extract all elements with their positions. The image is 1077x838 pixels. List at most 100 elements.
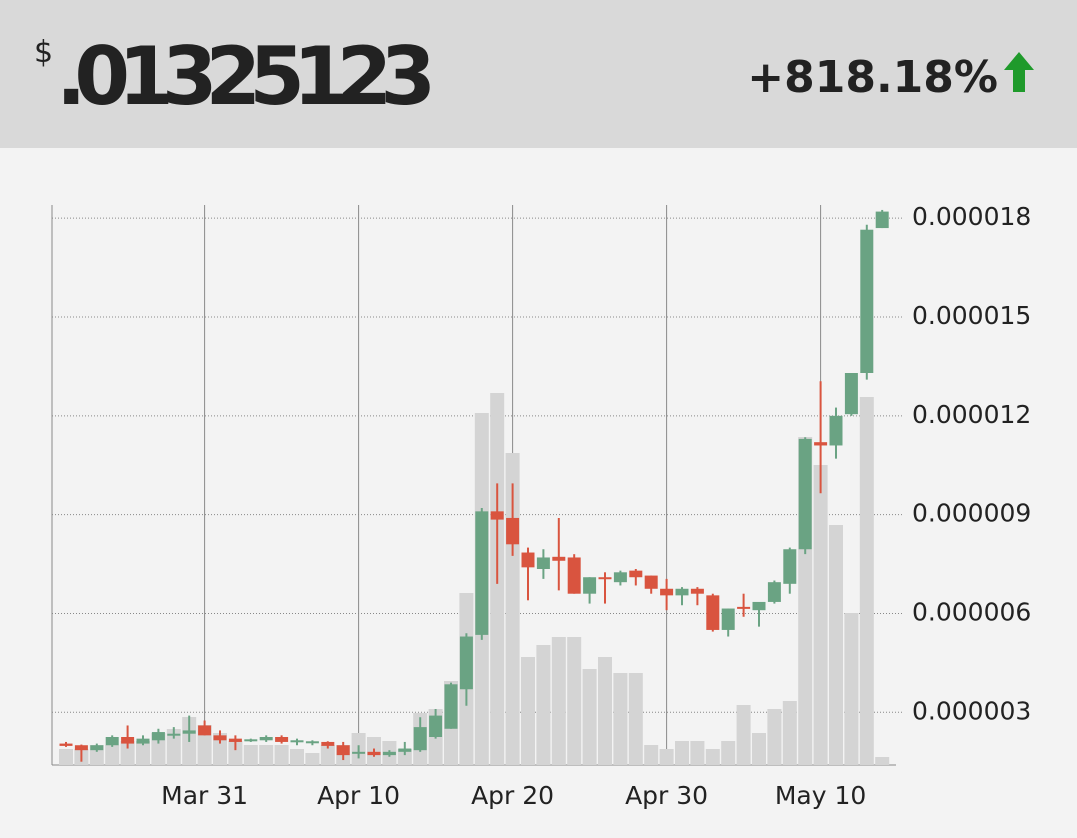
candle-body (844, 373, 858, 415)
candle-body (475, 511, 489, 635)
candle-body (613, 572, 627, 583)
candle-body (506, 517, 520, 545)
candle-body (398, 748, 412, 752)
candle-body (198, 725, 212, 736)
candle-body (121, 737, 135, 744)
x-tick-label: Apr 10 (317, 781, 400, 810)
currency: $ (34, 35, 53, 70)
candle-body (567, 557, 581, 594)
volume-bar (875, 757, 890, 765)
change: +818.18% (747, 52, 998, 103)
volume-bar (859, 397, 874, 765)
volume-bar (613, 673, 628, 765)
x-tick-label: Apr 30 (625, 781, 708, 810)
volume-bar (259, 745, 274, 765)
volume-bar (844, 613, 859, 765)
volume-bar (551, 637, 566, 765)
volume-bar (521, 657, 535, 765)
candle-body (814, 442, 828, 446)
candle-body (275, 737, 289, 742)
x-tick-label: Mar 31 (161, 781, 248, 810)
candle-body (629, 570, 643, 578)
candle-body (167, 733, 181, 736)
candle-body (752, 601, 766, 611)
candle-body (259, 737, 273, 741)
candle-body (336, 745, 350, 756)
volume-bar (243, 745, 258, 765)
candle-body (367, 751, 381, 756)
volume-bar (829, 525, 843, 765)
volume-bar (120, 741, 135, 765)
volume-bar (782, 701, 797, 765)
volume-bar (228, 741, 243, 765)
candle-body (305, 741, 319, 744)
y-tick-label: 0.000018 (912, 202, 1031, 231)
volume-bar (320, 745, 335, 765)
candle-body (444, 684, 458, 729)
volume-bar (305, 753, 320, 765)
candle-body (783, 549, 797, 584)
y-tick-label: 0.000012 (912, 400, 1031, 429)
candle-body (660, 588, 674, 596)
candle-body (59, 743, 73, 746)
y-tick-label: 0.000003 (912, 696, 1031, 725)
candle-body (536, 557, 550, 569)
candle-body (182, 730, 196, 734)
volume-bar (752, 733, 766, 765)
volume-bar (59, 749, 73, 765)
volume-bar (105, 745, 120, 765)
volume-bar (290, 749, 304, 765)
volume-bar (567, 637, 582, 765)
candle-body (737, 606, 751, 609)
candle-body (675, 588, 689, 596)
candle-body (875, 211, 889, 229)
candle-body (798, 438, 812, 550)
x-tick-label: Apr 20 (471, 781, 554, 810)
candle-body (74, 745, 88, 751)
candle-body (290, 740, 304, 743)
plot: 0.000003 0.000006 0.000009 0.000012 0.000015… (51, 202, 1031, 810)
volume-bar (274, 745, 289, 765)
volume-bar (721, 741, 736, 765)
candle-body (644, 575, 658, 589)
candle-body (706, 595, 720, 630)
candle-body (860, 229, 874, 373)
volume-bar (690, 741, 705, 765)
y-tick-label: 0.000009 (912, 499, 1031, 528)
header-bar (0, 0, 1077, 148)
candle-body (105, 737, 119, 746)
volume-bar (582, 669, 597, 765)
price: .01325123 (56, 30, 436, 123)
y-tick-label: 0.000006 (912, 597, 1031, 626)
candle-body (321, 741, 335, 746)
volume-bar (813, 465, 828, 765)
candle-body (382, 751, 396, 756)
volume-bar (644, 745, 659, 765)
candle-body (413, 727, 427, 751)
volume-bar (136, 741, 150, 765)
candle-body (552, 556, 566, 561)
candle-body (721, 608, 735, 630)
volume-bar (166, 729, 181, 765)
volume-bar (705, 749, 720, 765)
volume-bar (628, 673, 643, 765)
candle-body (829, 415, 843, 446)
volume-bar (659, 749, 674, 765)
volume-bar (397, 749, 412, 765)
volume-bar (536, 645, 551, 765)
volume-bar (736, 705, 751, 765)
candle-body (244, 739, 258, 742)
candle-body (598, 577, 612, 580)
up-arrow (1004, 52, 1034, 92)
y-tick-label: 0.000015 (912, 301, 1031, 330)
candle-body (459, 636, 473, 690)
candle-body (136, 738, 150, 744)
candle-body (583, 577, 597, 594)
candle-body (213, 735, 227, 741)
candle-body (352, 751, 366, 754)
volume-bar (151, 733, 166, 765)
volume-bar (767, 709, 782, 765)
volume-bar (213, 733, 227, 765)
